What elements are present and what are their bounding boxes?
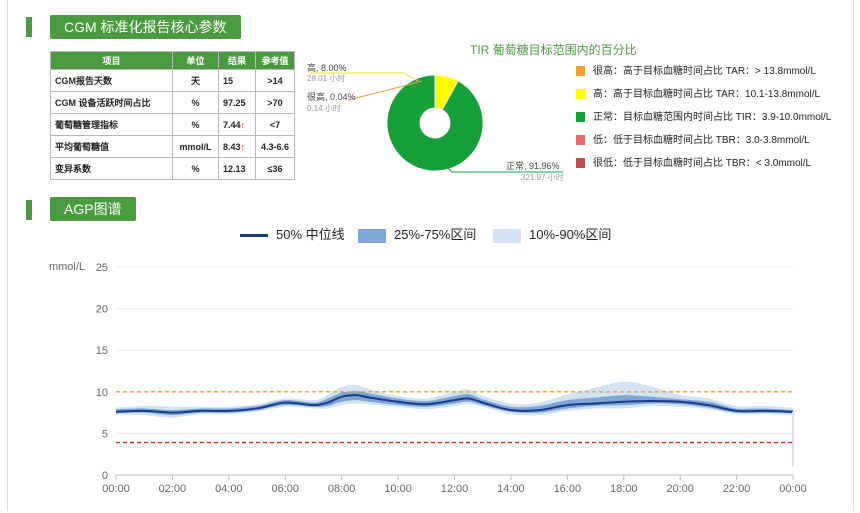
legend-swatch (576, 66, 585, 77)
pie-leader-normal (447, 167, 563, 173)
x-tick-label: 12:00 (441, 483, 469, 495)
legend-swatch (358, 228, 386, 243)
section-title-agp: AGP图谱 (50, 197, 136, 221)
table-row: 葡萄糖管理指标 % 7.44↑ <7 (50, 113, 295, 136)
cell-result: 7.44 (223, 119, 241, 130)
x-tick-label: 04:00 (215, 483, 243, 495)
cell-result: 97.25 (223, 97, 246, 108)
y-tick-label: 0 (102, 470, 108, 482)
agp-legend-median: 50% 中位线 (240, 224, 345, 243)
x-tick-label: 08:00 (328, 483, 356, 495)
legend-swatch (576, 89, 585, 100)
x-tick-label: 02:00 (159, 483, 187, 495)
table-row: CGM报告天数 天 15 >14 (50, 69, 295, 92)
cell-unit: % (172, 91, 219, 114)
cell-unit: % (172, 157, 219, 180)
x-tick-label: 14:00 (497, 483, 525, 495)
cell-reference: ≤36 (255, 157, 295, 180)
core-params-table: 项目 单位 结果 参考值 CGM报告天数 天 15 >14 CGM 设备活跃时间… (50, 51, 295, 180)
table-row: 变异系数 % 12.13 ≤36 (50, 157, 295, 180)
cell-result: 12.13 (223, 163, 246, 174)
x-tick-label: 18:00 (610, 483, 638, 495)
report-frame (7, 0, 854, 511)
cell-reference: >14 (255, 69, 295, 92)
legend-swatch (240, 234, 268, 238)
x-tick-label: 16:00 (554, 483, 582, 495)
cell-item: 葡萄糖管理指标 (50, 113, 173, 136)
cell-item: CGM 设备活跃时间占比 (50, 91, 173, 114)
band-25-75 (116, 390, 793, 416)
y-tick-label: 5 (102, 428, 108, 440)
cell-unit: 天 (172, 69, 219, 92)
legend-swatch (576, 135, 585, 146)
table-header-row: 项目 单位 结果 参考值 (50, 51, 295, 70)
cell-reference: >70 (255, 91, 295, 114)
cell-item: 平均葡萄糖值 (50, 135, 173, 158)
tir-donut-chart (310, 72, 563, 173)
section-title-core-params: CGM 标准化报告核心参数 (50, 15, 241, 39)
pie-legend-very-high: 很高：高于目标血糖时间占比 TAR：> 13.8mmol/L (576, 62, 816, 77)
pie-legend-very-low: 很低：低于目标血糖时间占比 TBR：< 3.0mmol/L (576, 154, 811, 169)
section-marker (26, 17, 32, 37)
pie-leader-very-high (347, 80, 423, 101)
pie-sub-very-high: 0.14 小时 (307, 104, 341, 113)
section-marker (26, 200, 32, 220)
legend-swatch (576, 158, 585, 169)
x-tick-label: 10:00 (384, 483, 412, 495)
cell-result: 15 (223, 75, 234, 86)
pie-legend-low: 低：低于目标血糖时间占比 TBR：3.0-3.8mmol/L (576, 131, 810, 146)
y-tick-label: 15 (96, 345, 108, 357)
cell-reference: <7 (255, 113, 295, 136)
pie-legend-high: 高：高于目标血糖时间占比 TAR：10.1-13.8mmol/L (576, 85, 820, 100)
pie-slice-normal (386, 74, 484, 172)
cell-item: CGM报告天数 (50, 69, 173, 92)
pie-leader-high (310, 72, 419, 82)
pie-sub-normal: 321.97 小时 (521, 173, 564, 182)
x-tick-label: 00:00 (102, 483, 130, 495)
x-tick-label: 20:00 (666, 483, 694, 495)
up-arrow-icon: ↑ (240, 141, 246, 152)
x-tick-label: 00:00 (779, 483, 807, 495)
agp-legend-p10-90: 10%-90%区间 (493, 224, 611, 243)
table-row: CGM 设备活跃时间占比 % 97.25 >70 (50, 91, 295, 114)
agp-legend-iqr: 25%-75%区间 (358, 224, 476, 243)
agp-chart: 0 5 10 15 20 25 mmol/L 00:00 02:00 04:00 06:00 08:0… (49, 261, 807, 495)
col-header-reference: 参考值 (255, 51, 295, 70)
pie-label-very-high: 很高, 0.04% (307, 92, 356, 102)
cell-unit: % (172, 113, 219, 136)
pie-label-high: 高, 8.00% (307, 63, 347, 73)
cell-reference: 4.3-6.6 (255, 135, 295, 158)
y-tick-label: 10 (96, 387, 108, 399)
cell-item: 变异系数 (50, 157, 173, 180)
col-header-unit: 单位 (172, 51, 219, 70)
y-tick-label: 20 (96, 304, 108, 316)
pie-legend-normal: 正常：目标血糖范围内时间占比 TIR：3.9-10.0mmol/L (576, 108, 831, 123)
y-tick-label: 25 (96, 262, 108, 274)
pie-sub-high: 28.01 小时 (307, 74, 346, 83)
col-header-item: 项目 (50, 51, 173, 70)
pie-title: TIR 葡萄糖目标范围内的百分比 (470, 43, 637, 57)
cell-unit: mmol/L (172, 135, 219, 158)
cell-result: 8.43 (223, 141, 241, 152)
median-line (115, 394, 794, 414)
x-tick-label: 06:00 (271, 483, 299, 495)
up-arrow-icon: ↑ (240, 119, 246, 130)
x-tick-label: 22:00 (723, 483, 751, 495)
table-row: 平均葡萄糖值 mmol/L 8.43↑ 4.3-6.6 (50, 135, 295, 158)
legend-swatch (493, 228, 521, 243)
pie-label-normal: 正常, 91.96% (506, 161, 560, 171)
col-header-result: 结果 (218, 51, 256, 70)
y-axis-label: mmol/L (49, 261, 85, 273)
legend-swatch (576, 112, 585, 123)
